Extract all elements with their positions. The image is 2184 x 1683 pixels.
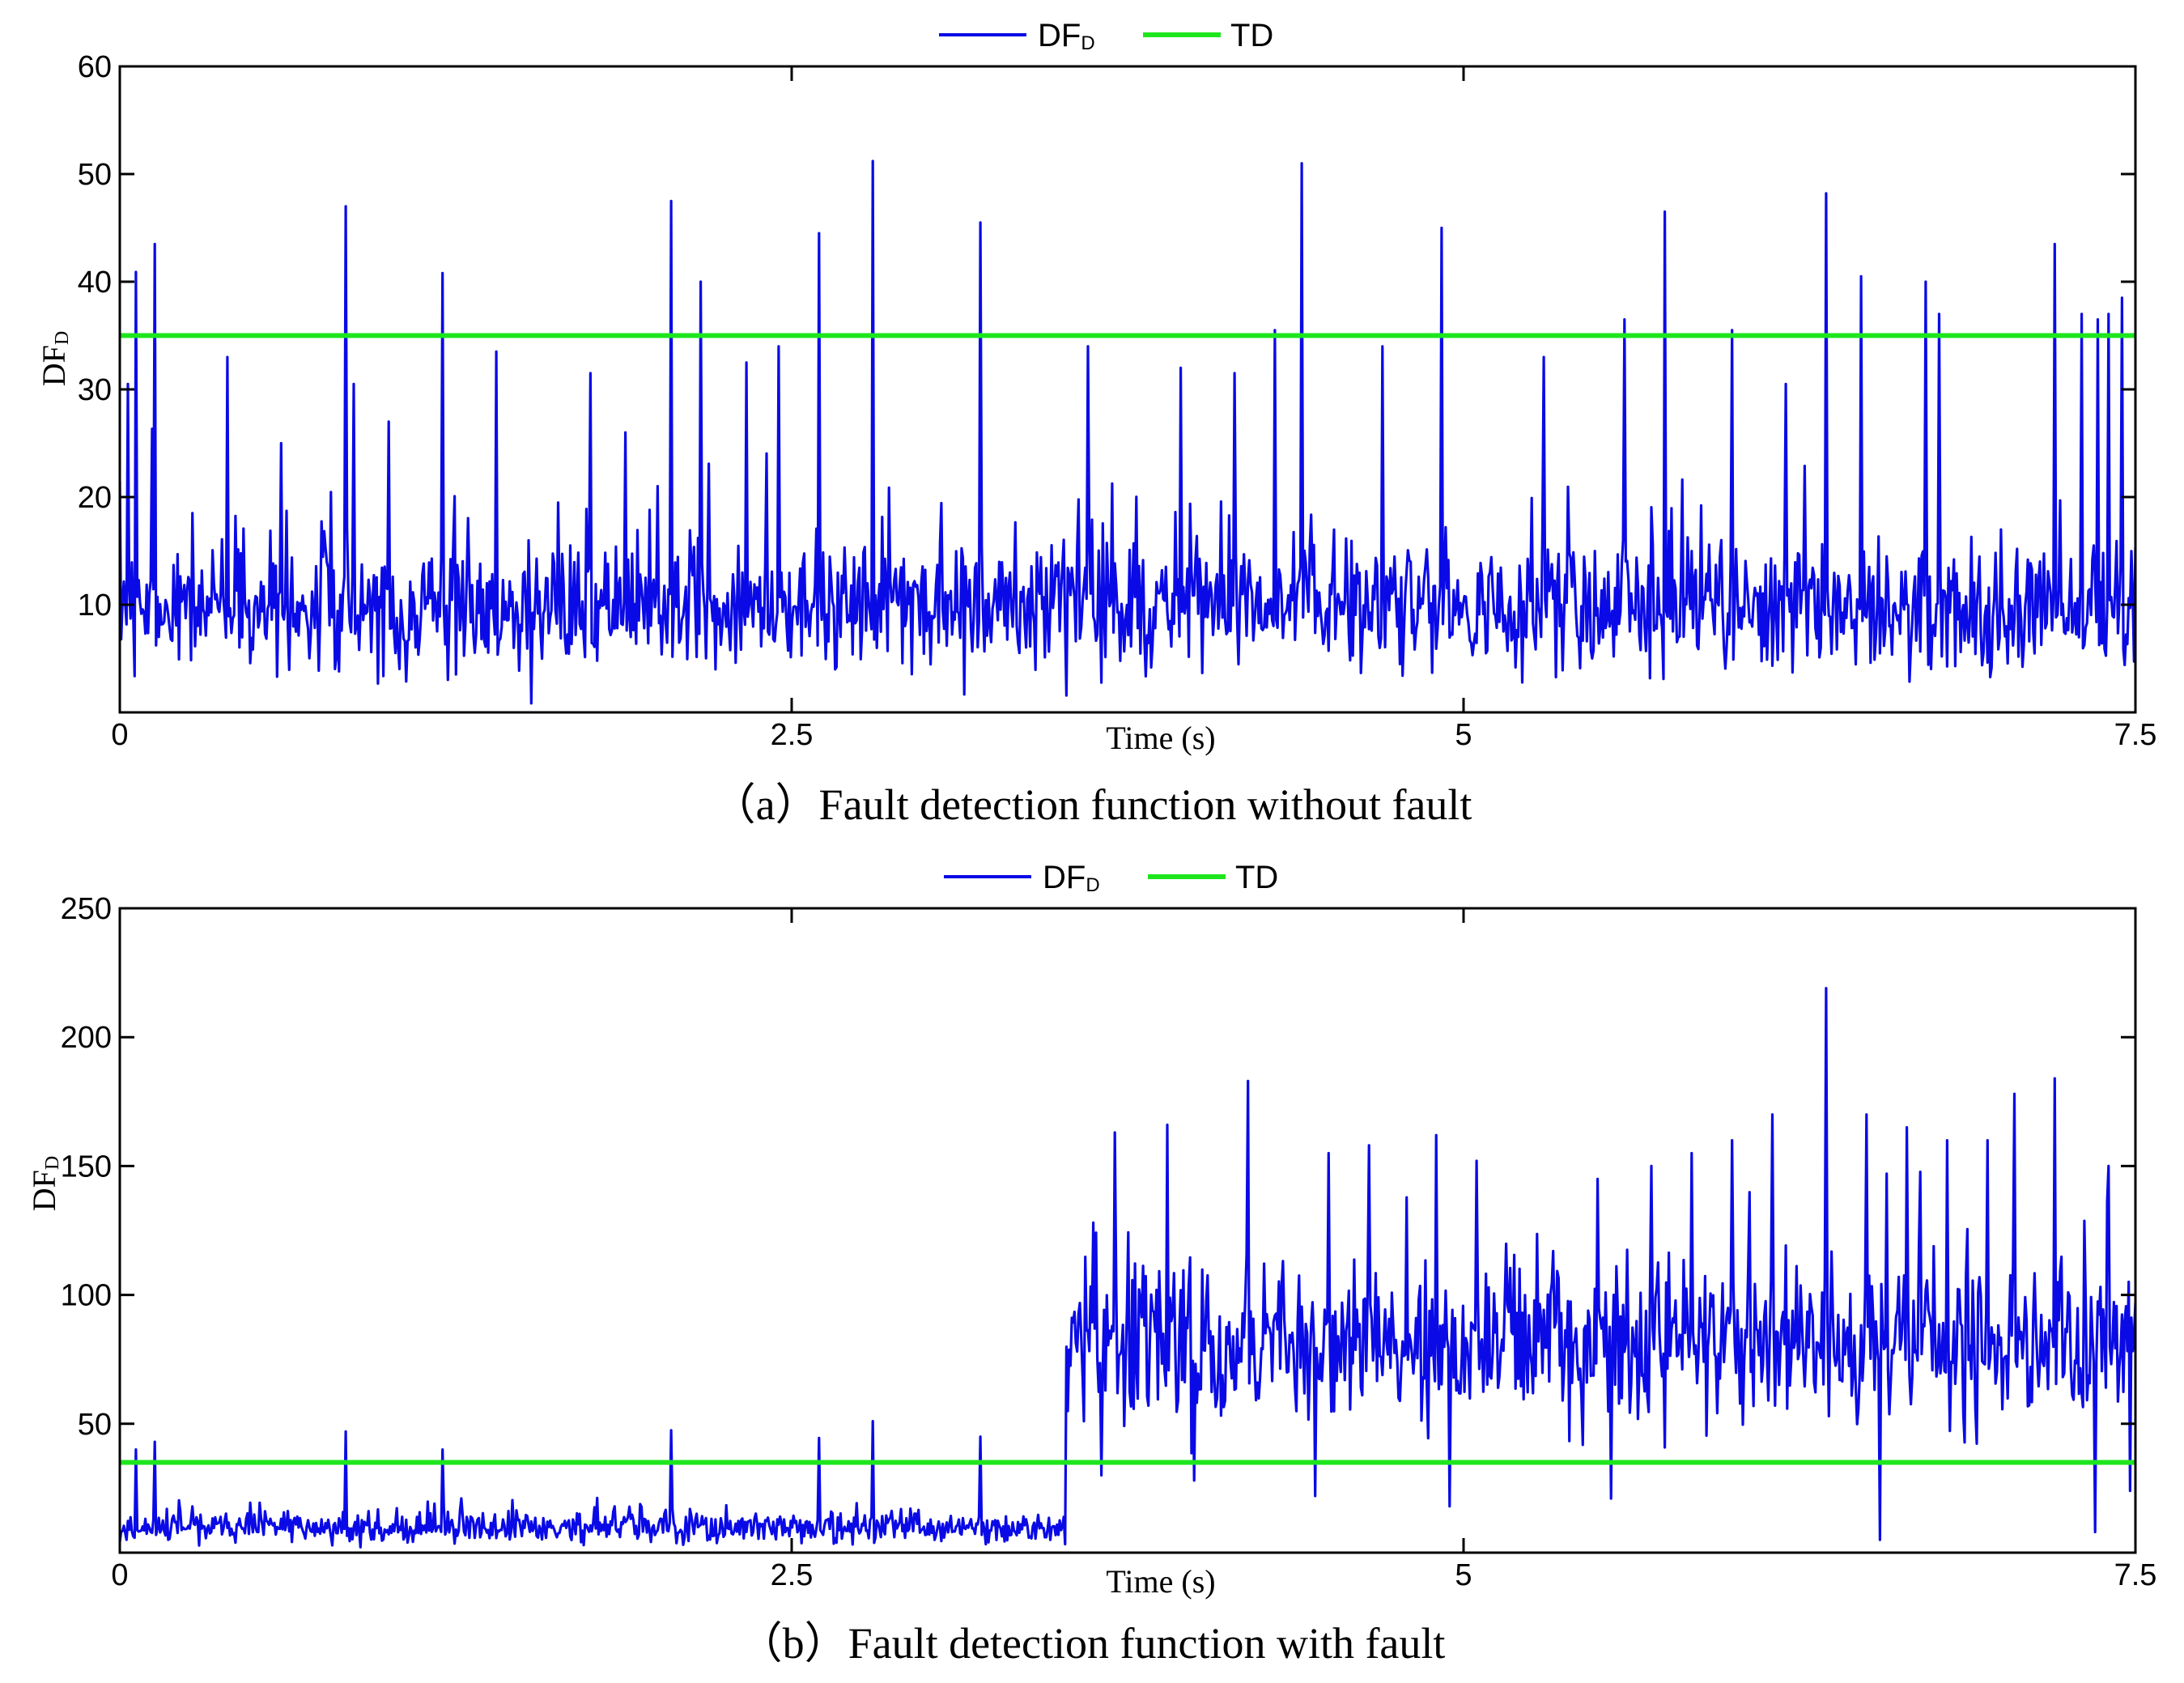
y-tick-label-b-4: 250 [61,892,112,926]
plot-area-b: 0 2.5 5 7.5 50 100 150 200 250 [61,892,2157,1592]
x-axis-title-a: Time (s) [1106,720,1215,756]
x-tick-label-a-3: 7.5 [2114,718,2157,752]
chart-b-with-fault: DFD TD 0 2.5 5 7.5 50 100 150 200 250 Time (s) D… [26,860,2156,1668]
y-tick-label-b-0: 50 [78,1408,112,1442]
legend-a-df-label: DFD [1038,18,1095,54]
legend-b-td-label: TD [1235,860,1278,895]
y-tick-label-b-3: 200 [61,1021,112,1055]
chart-a-without-fault: DFD TD 0 2.5 5 7.5 10 20 30 40 50 60 Time (s) DFD… [36,18,2156,829]
plot-area-a: 0 2.5 5 7.5 10 20 30 40 50 60 [78,50,2157,752]
x-tick-label-a-0: 0 [111,718,128,752]
y-tick-label-a-4: 50 [78,158,112,192]
caption-b: （b）Fault detection function with fault [739,1619,1446,1668]
legend-a-td-label: TD [1230,18,1273,53]
y-tick-label-a-3: 40 [78,266,112,300]
x-tick-label-b-2: 5 [1455,1558,1472,1592]
y-tick-label-a-1: 20 [78,481,112,515]
legend-a: DFD TD [939,18,1273,54]
y-tick-label-a-2: 30 [78,373,112,407]
y-tick-label-a-0: 10 [78,589,112,623]
x-axis-title-b: Time (s) [1106,1563,1215,1600]
legend-b: DFD TD [944,860,1278,896]
y-axis-title-a: DFD [36,331,73,386]
y-axis-title-b: DFD [26,1156,63,1211]
series-df-b [120,987,2135,1549]
x-tick-label-a-2: 5 [1455,718,1472,752]
y-tick-label-a-5: 60 [78,50,112,84]
y-tick-label-b-1: 100 [61,1279,112,1313]
caption-a: （a）Fault detection function without faul… [712,780,1472,829]
x-tick-label-b-1: 2.5 [771,1558,814,1592]
series-df-a [120,159,2135,705]
axes-frame-b [118,907,2137,1554]
x-tick-label-b-3: 7.5 [2114,1558,2157,1592]
legend-b-df-label: DFD [1043,860,1100,896]
x-tick-label-b-0: 0 [111,1558,128,1592]
y-tick-label-b-2: 150 [61,1150,112,1184]
x-tick-label-a-1: 2.5 [771,718,814,752]
